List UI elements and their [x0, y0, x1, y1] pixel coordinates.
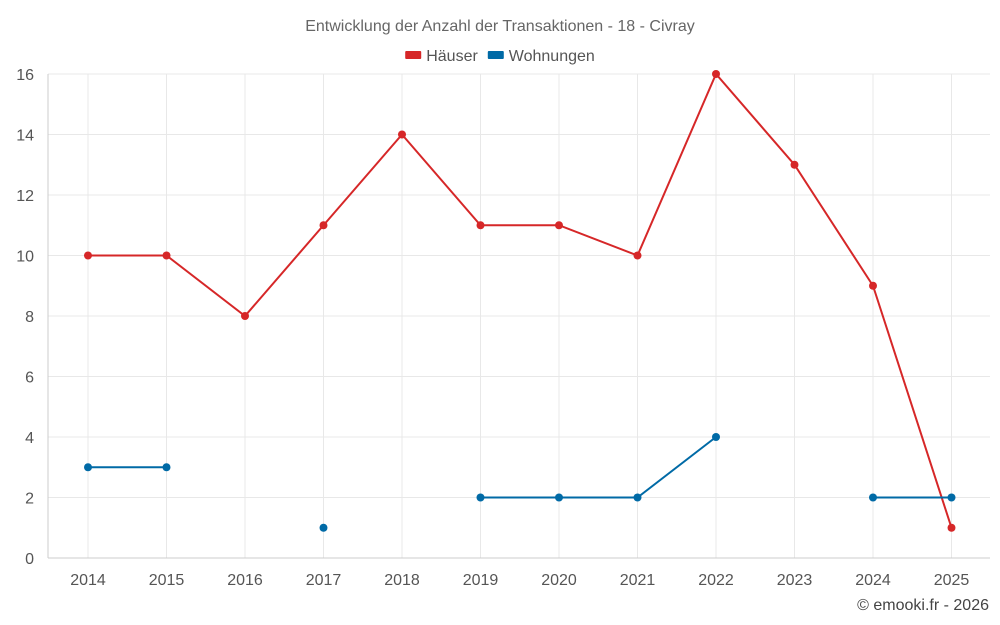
data-point[interactable]: [947, 523, 956, 532]
credit-text: © emooki.fr - 2026: [857, 597, 989, 614]
x-tick-label: 2023: [777, 572, 813, 589]
x-tick-label: 2015: [149, 572, 185, 589]
data-point[interactable]: [633, 493, 642, 502]
x-tick-label: 2016: [227, 572, 263, 589]
x-tick-label: 2018: [384, 572, 420, 589]
y-tick-label: 14: [16, 128, 34, 145]
series-1: [84, 70, 956, 532]
y-tick-label: 16: [16, 67, 34, 84]
x-tick-label: 2021: [620, 572, 656, 589]
axes: 0 2 4 6 8 10 12 14 16 2014 2015 2016 2017 2018 2019 202…: [16, 67, 990, 589]
legend-label: Häuser: [426, 48, 478, 65]
y-tick-label: 6: [25, 370, 34, 387]
y-tick-label: 4: [25, 430, 34, 447]
y-tick-label: 12: [16, 188, 34, 205]
data-point[interactable]: [398, 130, 406, 139]
x-tick-label: 2022: [698, 572, 734, 589]
legend-swatch: [405, 51, 422, 59]
grid: [48, 73, 990, 558]
data-point[interactable]: [947, 493, 956, 502]
legend-item-2[interactable]: Wohnungen: [487, 48, 595, 65]
x-tick-label: 2017: [306, 572, 342, 589]
y-tick-label: 0: [25, 551, 34, 568]
y-tick-label: 2: [25, 491, 34, 508]
x-tick-label: 2019: [463, 572, 499, 589]
data-point[interactable]: [162, 463, 171, 472]
data-point[interactable]: [476, 493, 485, 502]
legend-swatch: [487, 51, 504, 59]
data-point[interactable]: [869, 281, 877, 290]
chart-title: Entwicklung der Anzahl der Transaktionen…: [305, 18, 695, 35]
data-point[interactable]: [555, 493, 563, 502]
legend-label: Wohnungen: [509, 48, 595, 65]
series-line: [88, 72, 953, 529]
x-tick-label: 2025: [934, 572, 970, 589]
data-point[interactable]: [869, 493, 877, 502]
data-point[interactable]: [790, 160, 799, 169]
data-point[interactable]: [712, 70, 720, 78]
data-point[interactable]: [712, 433, 720, 441]
data-point[interactable]: [555, 221, 563, 230]
legend: Häuser Wohnungen: [405, 48, 595, 65]
data-point[interactable]: [162, 251, 171, 260]
data-point[interactable]: [84, 251, 92, 260]
data-point[interactable]: [241, 312, 249, 320]
series-2: [84, 433, 956, 532]
x-tick-label: 2020: [541, 572, 577, 589]
data-point[interactable]: [319, 523, 328, 532]
x-tick-label: 2014: [70, 572, 106, 589]
data-point[interactable]: [84, 463, 92, 472]
series-layer: [84, 70, 956, 532]
data-point[interactable]: [476, 221, 485, 230]
y-tick-label: 8: [25, 309, 34, 326]
data-point[interactable]: [633, 251, 642, 260]
legend-item-1[interactable]: Häuser: [405, 48, 478, 65]
x-tick-label: 2024: [855, 572, 891, 589]
y-tick-label: 10: [16, 249, 34, 266]
series-line: [480, 436, 717, 499]
data-point[interactable]: [319, 221, 328, 230]
